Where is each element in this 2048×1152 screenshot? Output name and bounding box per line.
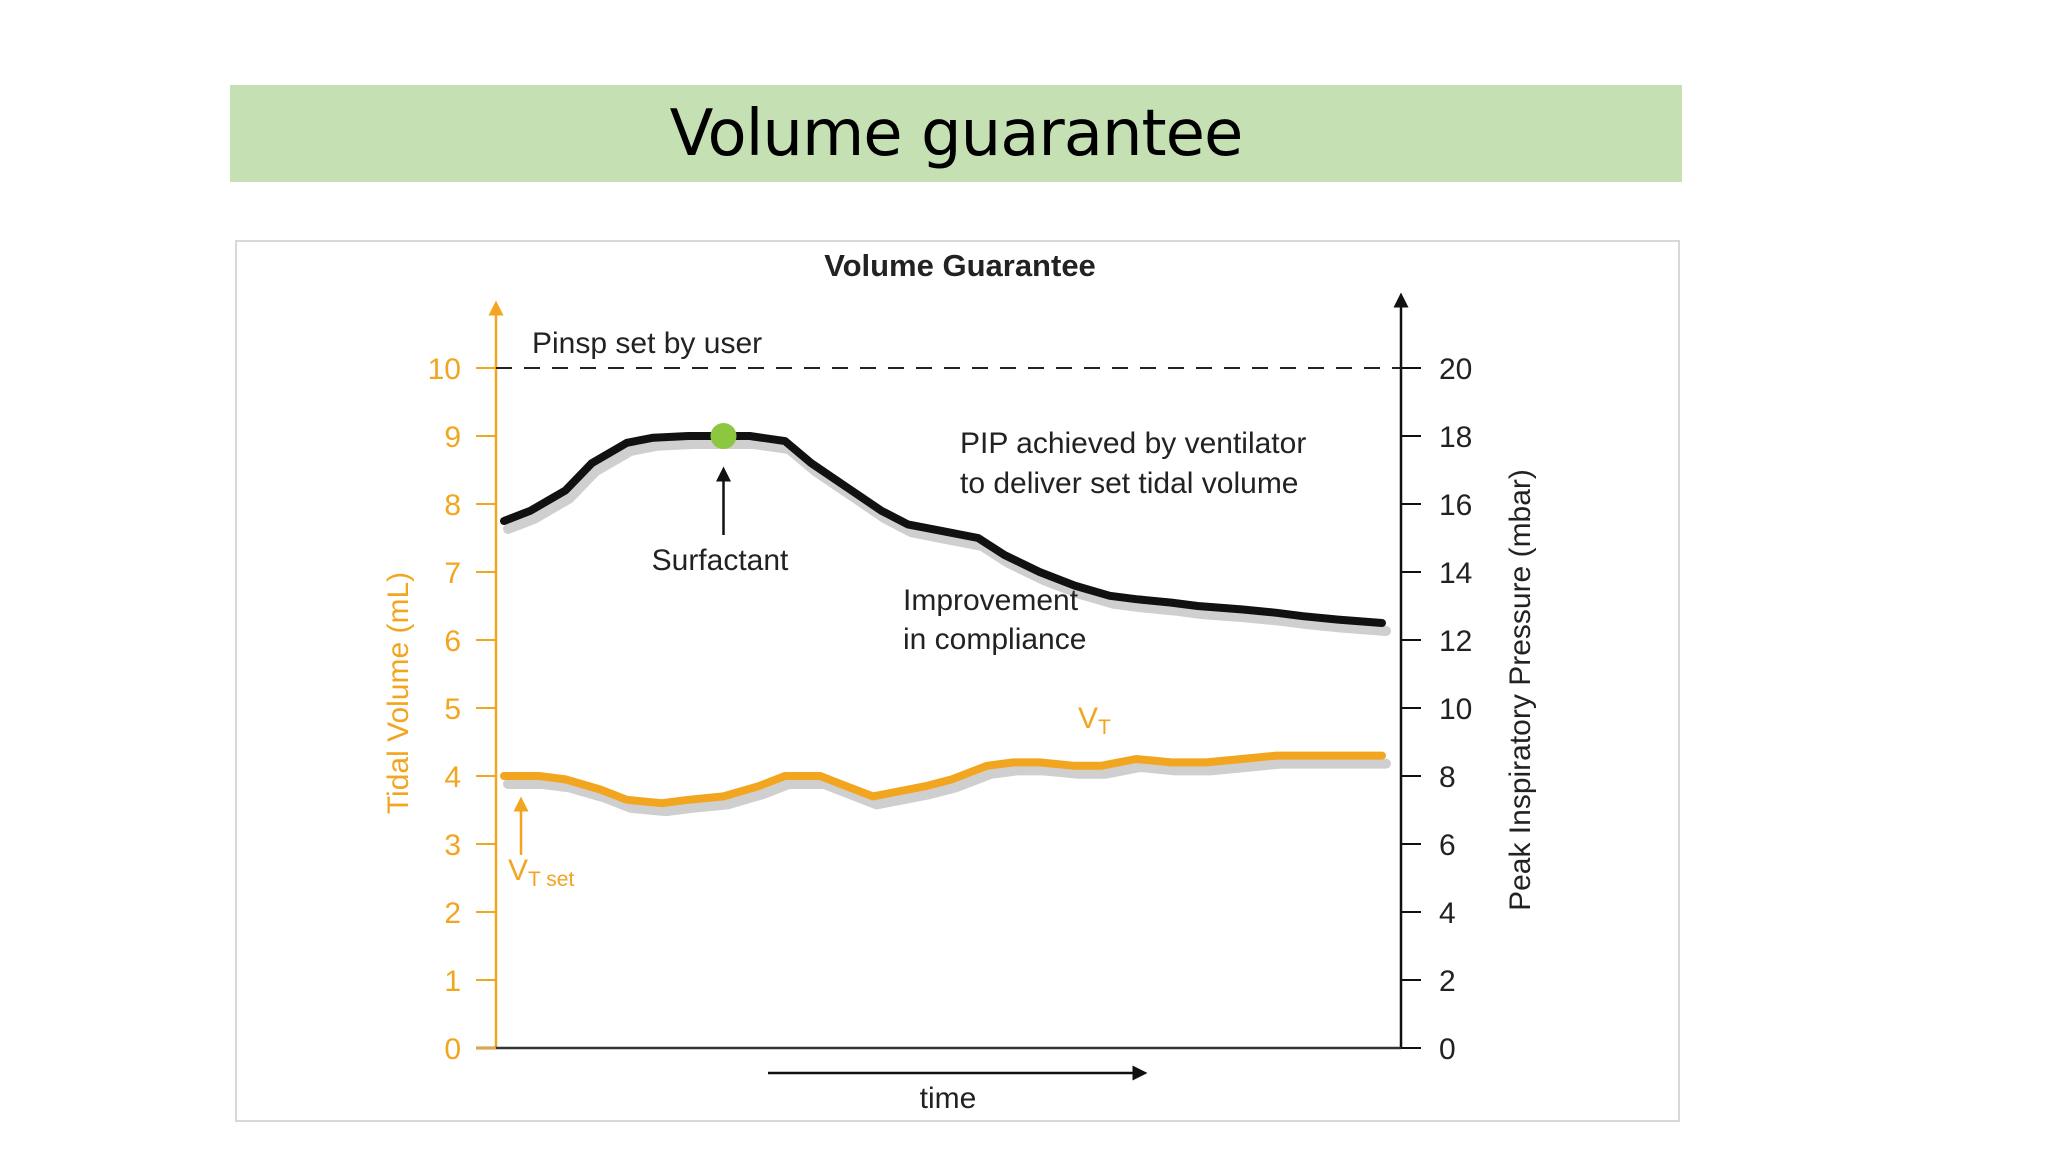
slide-title: Volume guarantee [669,96,1244,171]
slide-title-bar: Volume guarantee [230,85,1682,182]
vt-series-label-main: V [1078,702,1098,735]
annotation-pip-line2: to deliver set tidal volume [960,467,1299,500]
vt-series-label-sub: T [1098,716,1111,739]
annotation-surfactant: Surfactant [652,544,789,577]
series-vt-line [500,751,1386,808]
chart-frame [235,240,1680,1122]
y-right-tick-label: 8 [1439,761,1456,794]
y-right-tick-label: 14 [1439,557,1472,590]
surfactant-marker [710,423,737,449]
vt-set-label-sub: T set [528,868,574,891]
annotation-improvement-line1: Improvement [903,584,1079,617]
y-right-tick-label: 12 [1439,625,1472,658]
y-right-tick-label: 4 [1439,897,1456,930]
series-vt-shadow [503,758,1391,817]
y-left-tick-label: 6 [444,625,461,658]
chart-title: Volume Guarantee [824,248,1096,283]
y-left-tick-label: 0 [444,1033,461,1066]
reference-line-label: Pinsp set by user [532,327,762,360]
annotation-improvement-line2: in compliance [903,623,1086,656]
vt-series-label: VT [1078,702,1111,739]
y-left-axis-label: Tidal Volume (mL) [382,572,415,814]
annotation-pip-line1: PIP achieved by ventilator [960,427,1306,460]
series-pip-shadow [503,439,1391,636]
y-right-tick-label: 16 [1439,489,1472,522]
vt-set-label: VT set [508,854,574,891]
y-left-tick-label: 2 [444,897,461,930]
y-right-tick-label: 18 [1439,421,1472,454]
y-right-tick-label: 2 [1439,965,1456,998]
y-left-tick-label: 7 [444,557,461,590]
y-right-tick-label: 10 [1439,693,1472,726]
y-left-tick-label: 3 [444,829,461,862]
y-left-tick-label: 10 [428,353,461,386]
y-left-tick-label: 1 [444,965,461,998]
y-right-tick-label: 6 [1439,829,1456,862]
y-left-tick-label: 5 [444,693,461,726]
series-pip-line [500,432,1386,627]
y-left-tick-label: 8 [444,489,461,522]
y-right-tick-label: 20 [1439,353,1472,386]
y-right-tick-label: 0 [1439,1033,1456,1066]
y-left-tick-label: 4 [444,761,461,794]
vt-set-label-main: V [508,854,528,887]
x-axis-label: time [920,1082,977,1115]
y-left-tick-label: 9 [444,421,461,454]
y-right-axis-label: Peak Inspiratory Pressure (mbar) [1504,469,1537,911]
